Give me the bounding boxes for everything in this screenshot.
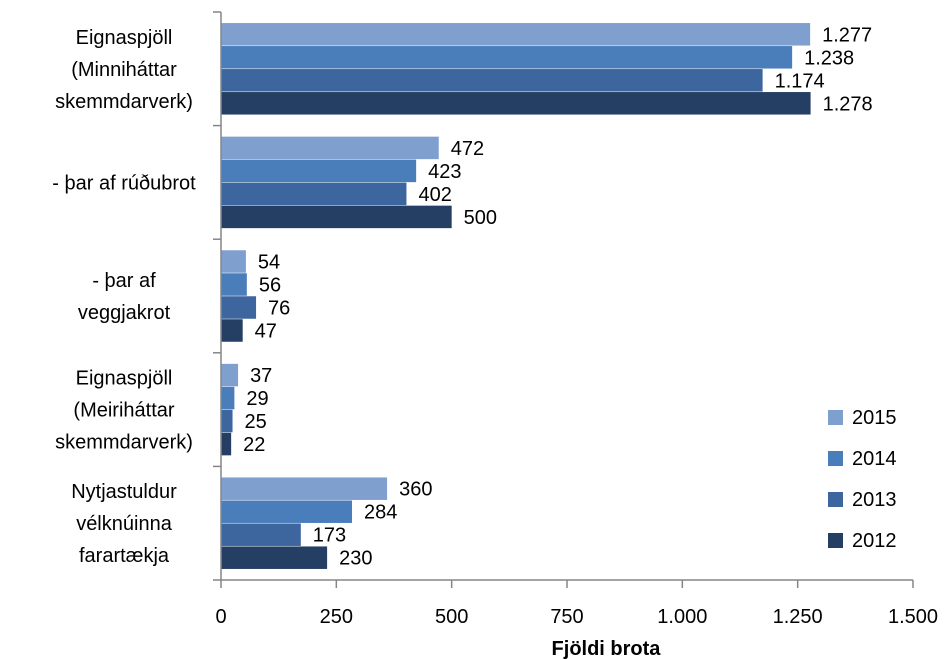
data-label-2012-cat-3: 22: [243, 434, 265, 456]
data-label-2014-cat-4: 284: [364, 502, 397, 524]
bar-2013-cat-4: [221, 523, 301, 546]
x-ticks-group: 0 250 500 750 1.000 1.250 1.500: [215, 580, 938, 628]
bar-2012-cat-2: [221, 319, 243, 342]
x-tick-label-4: 1.000: [657, 606, 707, 628]
bar-2014-cat-1: [221, 159, 417, 183]
data-label-2015-cat-2: 54: [258, 252, 280, 274]
bar-2015-cat-0: [221, 23, 811, 46]
legend-label-2013: 2013: [852, 489, 897, 511]
legend-label-2015: 2015: [852, 407, 897, 429]
category-label-3: Eignaspjöll (Meiriháttar skemmdarverk): [55, 368, 193, 454]
data-label-2014-cat-0: 1.238: [804, 47, 854, 69]
data-label-2012-cat-2: 47: [255, 321, 277, 343]
data-label-2012-cat-4: 230: [339, 548, 372, 570]
data-label-2014-cat-3: 29: [246, 388, 268, 410]
bar-2015-cat-3: [221, 363, 239, 387]
bar-2015-cat-1: [221, 136, 439, 160]
bar-2013-cat-0: [221, 69, 763, 92]
category-label-1: - þar af rúðubrot: [52, 172, 196, 194]
bar-2013-cat-2: [221, 296, 257, 319]
legend: 2015 2014 2013 2012: [828, 407, 897, 552]
data-label-2015-cat-4: 360: [399, 479, 432, 501]
x-tick-label-3: 750: [550, 606, 583, 628]
legend-swatch-2012: [828, 533, 843, 548]
x-tick-label-1: 250: [320, 606, 353, 628]
x-tick-label-6: 1.500: [888, 606, 938, 628]
data-label-2013-cat-3: 25: [245, 411, 267, 433]
data-label-2014-cat-1: 423: [428, 161, 461, 183]
bar-2015-cat-2: [221, 250, 246, 273]
x-axis-title: Fjöldi brota: [552, 638, 662, 660]
data-label-2012-cat-0: 1.278: [823, 93, 873, 115]
x-tick-label-2: 500: [435, 606, 468, 628]
x-tick-label-5: 1.250: [773, 606, 823, 628]
data-label-2013-cat-1: 402: [418, 184, 451, 206]
data-label-2012-cat-1: 500: [464, 207, 497, 229]
bar-2013-cat-1: [221, 182, 407, 206]
bar-2012-cat-3: [221, 432, 232, 456]
data-label-2015-cat-1: 472: [451, 138, 484, 160]
category-label-0: Eignaspjöll (Minniháttar skemmdarverk): [55, 27, 193, 113]
legend-label-2014: 2014: [852, 448, 897, 470]
data-label-2013-cat-2: 76: [268, 298, 290, 320]
legend-swatch-2015: [828, 410, 843, 425]
legend-swatch-2013: [828, 492, 843, 507]
category-labels-group: Eignaspjöll (Minniháttar skemmdarverk) - þa…: [52, 27, 196, 567]
data-label-2015-cat-3: 37: [250, 365, 272, 387]
bar-2014-cat-2: [221, 273, 247, 296]
legend-swatch-2014: [828, 451, 843, 466]
x-tick-label-0: 0: [215, 606, 226, 628]
data-label-2013-cat-4: 173: [313, 525, 346, 547]
category-label-4: Nytjastuldur vélknúinna farartækja: [71, 481, 177, 567]
bar-2012-cat-4: [221, 546, 328, 569]
data-label-2015-cat-0: 1.277: [822, 24, 872, 46]
bar-2014-cat-4: [221, 500, 353, 523]
bar-2012-cat-1: [221, 205, 452, 229]
bar-2013-cat-3: [221, 409, 233, 433]
data-label-2014-cat-2: 56: [259, 275, 281, 297]
data-label-2013-cat-0: 1.174: [775, 70, 825, 92]
legend-label-2012: 2012: [852, 530, 897, 552]
bar-2014-cat-0: [221, 46, 793, 69]
bar-2015-cat-4: [221, 477, 388, 500]
bars-group: [221, 23, 811, 569]
category-label-2: - þar af veggjakrot: [78, 270, 171, 324]
bar-2014-cat-3: [221, 386, 235, 410]
bar-2012-cat-0: [221, 92, 811, 115]
